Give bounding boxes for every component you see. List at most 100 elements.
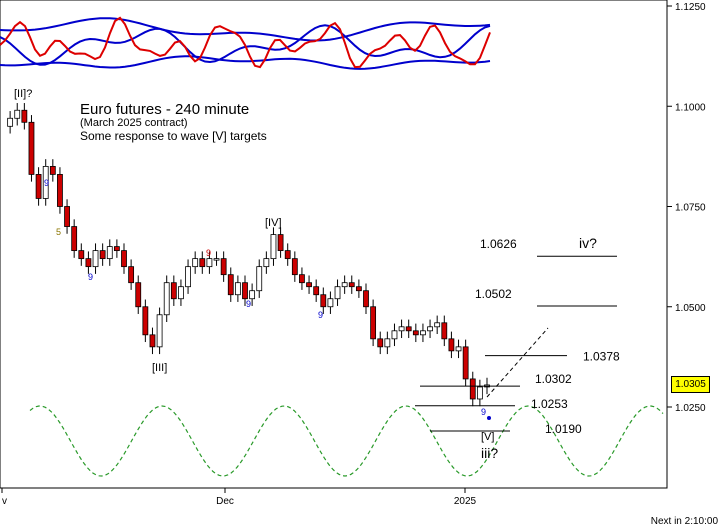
candle [35,174,42,199]
count-label: 9 [481,407,486,417]
wave-label: [II]? [14,88,32,100]
candle [64,206,70,227]
count-label: 5 [56,227,61,237]
x-tick-label: 2025 [454,496,477,507]
candle [313,286,320,296]
chart-note: Some response to wave [V] targets [80,129,267,143]
candle [320,294,327,308]
candle [476,386,483,400]
candle [227,274,234,296]
y-tick-label: 1.0750 [675,203,706,214]
x-tick-label: Dec [216,496,234,507]
wave-marker [487,416,491,420]
wave-label: [IV] [265,217,282,229]
candle [370,306,377,340]
candle [234,282,241,296]
candle [185,266,191,288]
candle [277,234,284,252]
candle [434,322,441,328]
oscillator-lower-band [0,55,491,70]
candle [391,330,398,340]
candle [192,258,199,268]
candle [412,330,419,336]
candle [92,250,99,268]
candle [121,250,127,268]
candle [78,250,85,260]
target-label: 1.0253 [531,397,568,411]
count-label: 9 [278,238,283,248]
candle [398,326,405,332]
candle [469,378,476,400]
candle [427,326,433,332]
plot-frame [0,0,668,489]
oscillator-upper-band [0,17,491,42]
candle [7,117,14,127]
y-axis: 1.1250 1.1000 1.0750 1.0500 1.0250 [667,2,706,414]
candle [106,246,113,260]
candle [448,338,455,352]
x-axis: v Dec 2025 [1,488,477,507]
candle [113,246,120,252]
candle [206,258,213,268]
target-lines: 1.0626 1.0502 1.0378 1.0302 1.0253 1.0190 [415,237,620,436]
wave-labels: [II]? [III] [IV] [V] iii? iv? 9 5 9 9 9 9 9 9 [14,88,597,461]
candle [135,282,142,308]
candle [49,165,56,175]
candle [348,282,355,288]
candle [363,290,369,308]
count-label: 9 [246,299,251,309]
current-price-badge: 1.0305 [671,376,710,393]
candle [249,290,256,300]
candle [270,234,277,260]
candle [441,322,448,340]
candle [85,258,92,268]
count-label: 9 [318,310,323,320]
candle [213,258,220,261]
candle [156,314,163,348]
y-tick-label: 1.1250 [675,2,706,13]
candle [384,338,391,348]
count-label: 9 [44,178,49,188]
candle [178,286,184,300]
candle [284,250,291,260]
candle [220,258,227,276]
next-bar-timer: Next in 2:10:00 [650,516,718,527]
candle [306,282,312,288]
count-label: 9 [88,272,93,282]
candle [242,282,248,300]
candle [291,258,298,276]
target-label: 1.0302 [535,372,572,386]
candle [263,258,270,268]
candle [163,282,170,316]
wave-label: [III] [152,362,167,374]
candle [28,121,35,175]
chart-subtitle: (March 2025 contract) [80,117,188,129]
candle [420,330,426,336]
candle [199,258,206,268]
candle [14,109,21,119]
projection-line [486,327,549,398]
candle [71,226,78,252]
candles [7,103,490,407]
wave-label: [V] [481,431,494,443]
candle [256,266,263,292]
wave-label: iv? [579,235,597,251]
target-label: 1.0190 [545,422,582,436]
candle [21,109,28,123]
candle [128,266,135,284]
candle [170,282,177,300]
candle [42,165,49,199]
candle [462,346,469,380]
target-label: 1.0502 [475,287,512,301]
candle [377,338,384,348]
y-tick-label: 1.0250 [675,403,706,414]
count-label: 9 [206,248,211,258]
x-tick-label: v [2,496,7,507]
candle [327,298,334,308]
oscillator-line [0,16,491,69]
oscillator-panel [0,16,491,70]
candle [99,250,106,260]
candle [299,274,305,284]
cycle-wave [29,405,664,477]
candle [142,306,149,336]
